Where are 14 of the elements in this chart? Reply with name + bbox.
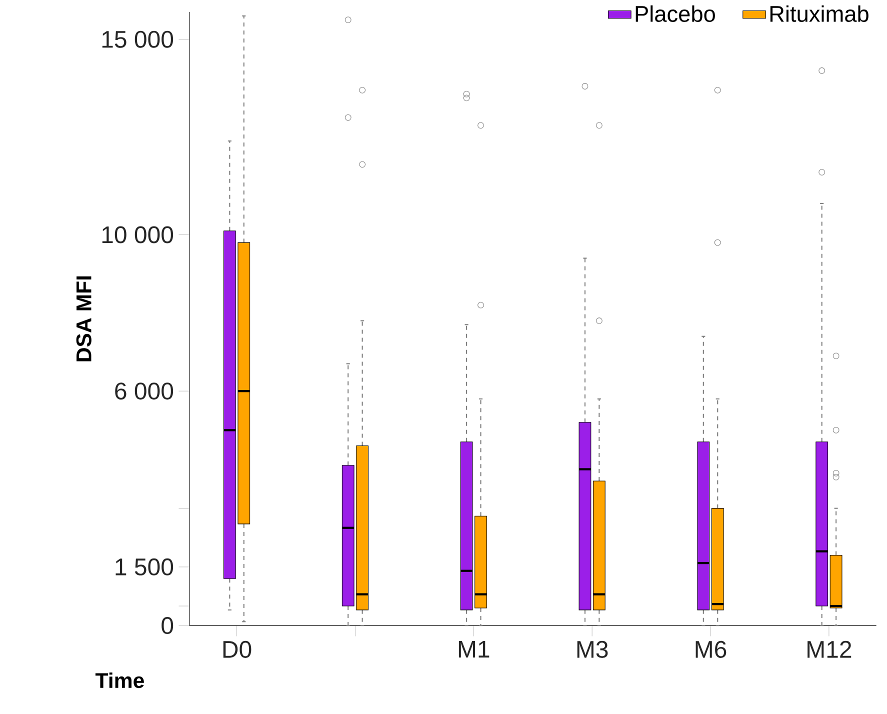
legend-label: Rituximab: [770, 6, 868, 22]
x-tick-label: M6: [696, 641, 726, 658]
y-tick-label: 1 500: [116, 558, 174, 576]
y-tick-label: 10 000: [102, 226, 174, 244]
x-tick-label: D0: [223, 641, 252, 658]
x-tick-label: M1: [458, 641, 490, 658]
x-tick-label: M12: [808, 641, 852, 658]
y-axis-title: DSA MFI: [76, 276, 92, 362]
y-tick-label: 15 000: [102, 31, 174, 48]
y-tick-label: 6 000: [115, 382, 174, 400]
x-tick-label: M3: [577, 641, 608, 658]
x-axis-title: Time: [95, 672, 144, 688]
y-tick-label: 0: [162, 617, 174, 634]
legend-label: Placebo: [636, 6, 715, 22]
